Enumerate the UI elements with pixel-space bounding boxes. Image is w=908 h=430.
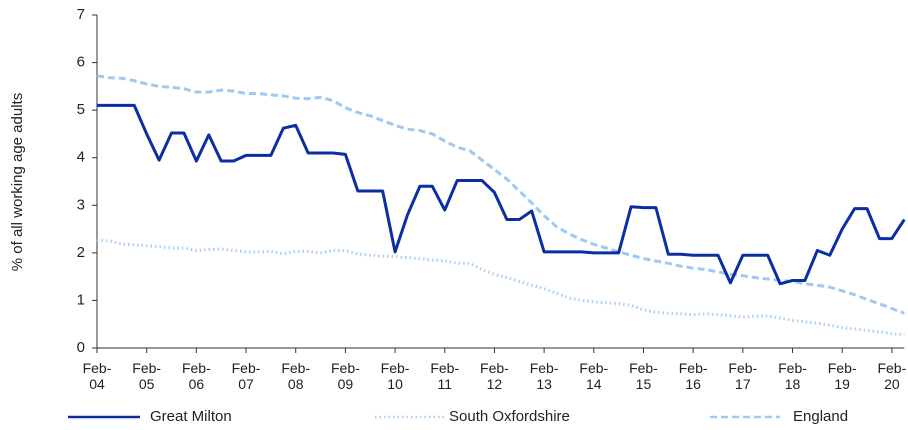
y-tick-label: 2 [77, 244, 85, 261]
x-tick-label: Feb-07 [231, 360, 261, 392]
legend-label: England [793, 408, 848, 425]
legend-label: South Oxfordshire [449, 408, 570, 425]
x-tick-label: Feb-08 [281, 360, 311, 392]
y-tick-label: 7 [77, 6, 85, 23]
x-tick-label: Feb-17 [728, 360, 758, 392]
y-tick-label: 3 [77, 196, 85, 213]
x-tick-label: Feb-20 [877, 360, 907, 392]
y-axis-label: % of all working age adults [9, 93, 26, 271]
series-line [97, 103, 906, 286]
series-line [96, 238, 905, 337]
x-tick-label: Feb-16 [678, 360, 708, 392]
y-tick-label: 1 [77, 291, 85, 308]
x-tick-label: Feb-04 [82, 360, 112, 392]
x-tick-label: Feb-11 [430, 360, 460, 392]
y-tick-label: 0 [77, 339, 85, 356]
x-tick-label: Feb-09 [330, 360, 360, 392]
x-tick-label: Feb-13 [529, 360, 559, 392]
x-tick-label: Feb-05 [132, 360, 162, 392]
y-tick-label: 5 [77, 101, 85, 118]
x-tick-label: Feb-18 [778, 360, 807, 392]
x-tick-label: Feb-10 [380, 360, 410, 392]
series-line [96, 74, 905, 315]
y-tick-label: 6 [77, 54, 85, 71]
x-tick-label: Feb-12 [480, 360, 509, 392]
x-tick-label: Feb-15 [629, 360, 658, 392]
legend-label: Great Milton [150, 408, 232, 425]
x-tick-label: Feb-06 [181, 360, 211, 392]
y-tick-label: 4 [77, 149, 85, 166]
x-tick-label: Feb-19 [827, 360, 857, 392]
x-tick-label: Feb-14 [579, 360, 609, 392]
